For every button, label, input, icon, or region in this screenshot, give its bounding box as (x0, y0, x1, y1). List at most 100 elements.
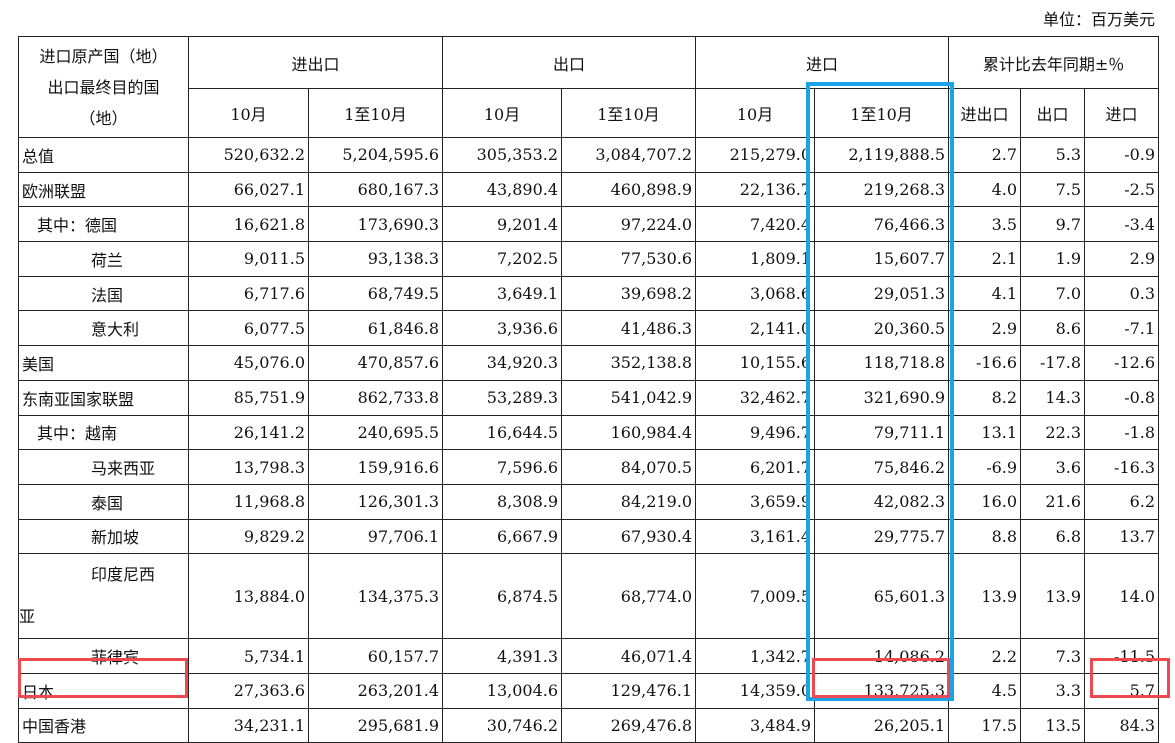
unit-label: 单位：百万美元 (1042, 10, 1155, 29)
value-cell: 9,011.5 (188, 241, 309, 277)
value-cell: 22,136.7 (695, 171, 816, 208)
value-cell: -7.1 (1084, 310, 1160, 347)
row-name: 菲律宾 (18, 638, 189, 674)
value-cell: 14,086.2 (814, 638, 950, 674)
value-cell: 97,706.1 (307, 518, 444, 555)
value-cell: 470,857.6 (307, 345, 444, 381)
value-cell: 4,391.3 (442, 638, 563, 674)
value-cell: 215,279.0 (695, 137, 816, 173)
row-name: 美国 (18, 345, 189, 381)
table-row: 新加坡 9,829.2 97,706.1 6,667.9 67,930.4 3,161.4… (18, 518, 1160, 555)
value-cell: 68,749.5 (307, 275, 444, 312)
row-name: 总值 (18, 137, 189, 173)
sub-header: 1至10月 (814, 88, 950, 138)
value-cell: 16,644.5 (442, 414, 563, 451)
value-cell: -6.9 (948, 449, 1022, 485)
value-cell: 7,009.5 (695, 553, 816, 640)
value-cell: 1,342.7 (695, 638, 816, 674)
row-name: 荷兰 (18, 241, 189, 277)
value-cell: 3,936.6 (442, 310, 563, 347)
value-cell: 39,698.2 (561, 275, 697, 312)
row-name: 日本 (18, 672, 189, 709)
value-cell: -17.8 (1020, 345, 1086, 381)
value-cell: 84,219.0 (561, 483, 697, 520)
value-cell: 541,042.9 (561, 379, 697, 416)
trade-table: 进口原产国（地） 出口最终目的国 （地） 进出口 出口 进口 累计比去年同期±％… (18, 36, 1160, 743)
row-name: 东南亚国家联盟 (18, 379, 189, 416)
value-cell: 6,667.9 (442, 518, 563, 555)
value-cell: 2,119,888.5 (814, 137, 950, 173)
sub-header: 10月 (188, 88, 309, 138)
table-row: 日本 27,363.6 263,201.4 13,004.6 129,476.1 14,3… (18, 672, 1160, 709)
row-name: 其中：越南 (18, 414, 189, 451)
row-name-cell: 印度尼西亚 (18, 553, 189, 640)
value-cell: -12.6 (1084, 345, 1160, 381)
value-cell: 9.7 (1020, 206, 1086, 243)
value-cell: 34,231.1 (188, 707, 309, 743)
sub-header: 10月 (442, 88, 563, 138)
row-name: 新加坡 (18, 518, 189, 555)
row-name-line: 印度尼西 (91, 565, 156, 585)
value-cell: 269,476.8 (561, 707, 697, 743)
table-row: 其中：越南 26,141.2 240,695.5 16,644.5 160,984.4 9… (18, 414, 1160, 451)
value-cell: 160,984.4 (561, 414, 697, 451)
value-cell: 7,596.6 (442, 449, 563, 485)
sub-header: 进出口 (948, 88, 1022, 138)
value-cell: 27,363.6 (188, 672, 309, 709)
value-cell: 8.6 (1020, 310, 1086, 347)
value-cell: -16.3 (1084, 449, 1160, 485)
value-cell: 1,809.1 (695, 241, 816, 277)
value-cell: 6.2 (1084, 483, 1160, 520)
value-cell: 45,076.0 (188, 345, 309, 381)
value-cell: 305,353.2 (442, 137, 563, 173)
group-header-export: 出口 (442, 36, 697, 89)
value-cell: 29,775.7 (814, 518, 950, 555)
value-cell: -0.9 (1084, 137, 1160, 173)
sub-header: 出口 (1020, 88, 1086, 138)
value-cell: 2.1 (948, 241, 1022, 277)
value-cell: 6.8 (1020, 518, 1086, 555)
value-cell: 21.6 (1020, 483, 1086, 520)
value-cell: 22.3 (1020, 414, 1086, 451)
value-cell: 6,874.5 (442, 553, 563, 640)
sub-header: 1至10月 (307, 88, 444, 138)
sub-header: 1至10月 (561, 88, 697, 138)
header-row-sub: 10月 1至10月 10月 1至10月 10月 1至10月 进出口 出口 进口 (19, 88, 1160, 138)
value-cell: 3.3 (1020, 672, 1086, 709)
value-cell: 4.0 (948, 171, 1022, 208)
value-cell: 43,890.4 (442, 171, 563, 208)
corner-header-line: （地） (79, 108, 128, 128)
value-cell: 29,051.3 (814, 275, 950, 312)
value-cell: 173,690.3 (307, 206, 444, 243)
value-cell: 6,717.6 (188, 275, 309, 312)
value-cell: 67,930.4 (561, 518, 697, 555)
value-cell: 17.5 (948, 707, 1022, 743)
row-name: 法国 (18, 275, 189, 312)
value-cell: 77,530.6 (561, 241, 697, 277)
value-cell: 3.5 (948, 206, 1022, 243)
value-cell: 862,733.8 (307, 379, 444, 416)
row-name-line: 亚 (19, 607, 36, 627)
value-cell: -1.8 (1084, 414, 1160, 451)
value-cell: 9,201.4 (442, 206, 563, 243)
value-cell: 7.3 (1020, 638, 1086, 674)
value-cell: 14.3 (1020, 379, 1086, 416)
corner-header: 进口原产国（地） 出口最终目的国 （地） (18, 36, 189, 138)
value-cell: 9,829.2 (188, 518, 309, 555)
group-header-yoy: 累计比去年同期±％ (948, 36, 1160, 89)
value-cell: 41,486.3 (561, 310, 697, 347)
value-cell: 2.2 (948, 638, 1022, 674)
value-cell: 46,071.4 (561, 638, 697, 674)
table-row: 中国香港 34,231.1 295,681.9 30,746.2 269,476.8 3,… (18, 707, 1160, 743)
value-cell: 15,607.7 (814, 241, 950, 277)
header-row-groups: 进口原产国（地） 出口最终目的国 （地） 进出口 出口 进口 累计比去年同期±％ (18, 36, 1160, 138)
value-cell: 42,082.3 (814, 483, 950, 520)
value-cell: 2.7 (948, 137, 1022, 173)
value-cell: 13.9 (948, 553, 1022, 640)
value-cell: 14.0 (1084, 553, 1160, 640)
table-row: 美国 45,076.0 470,857.6 34,920.3 352,138.8 10,1… (18, 345, 1160, 381)
value-cell: 7,202.5 (442, 241, 563, 277)
table-row: 马来西亚 13,798.3 159,916.6 7,596.6 84,070.5 6,20… (18, 449, 1160, 485)
group-header-import: 进口 (695, 36, 950, 89)
value-cell: 2.9 (948, 310, 1022, 347)
